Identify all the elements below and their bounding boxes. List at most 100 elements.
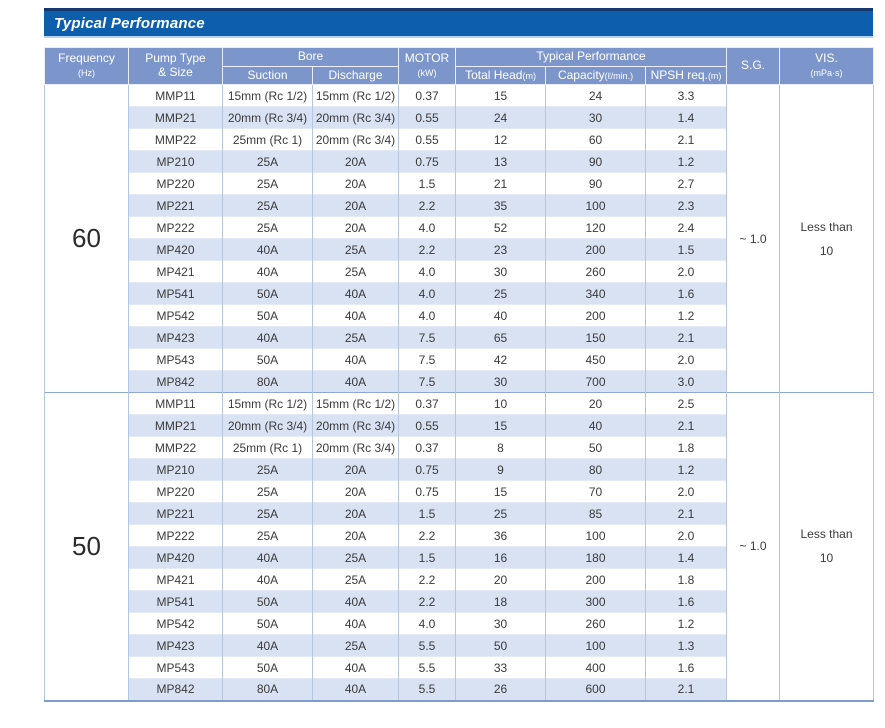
motor-kw: 0.55	[398, 414, 457, 437]
total-head-value: 10	[455, 392, 547, 415]
typical-performance-table: Frequency (Hz) Pump Type & Size Bore MOT…	[44, 47, 875, 702]
pump-model: MP423	[128, 326, 223, 349]
bore-discharge: 25A	[311, 238, 400, 261]
total-head-value: 15	[455, 84, 547, 107]
motor-kw: 0.37	[398, 436, 457, 459]
bore-suction: 25A	[222, 172, 313, 195]
page-title: Typical Performance	[54, 15, 205, 32]
capacity-value: 90	[545, 150, 647, 173]
frequency-60-section: 60 MMP11 15mm (Rc 1/2) 15mm (Rc 1/2) 0.37 15 2…	[44, 84, 875, 393]
motor-kw: 0.37	[398, 84, 457, 107]
capacity-label: Capacity	[557, 67, 605, 82]
table-row: MP220 25A 20A 1.5 21 90 2.7	[45, 172, 874, 195]
table-row: MP421 40A 25A 4.0 30 260 2.0	[45, 260, 874, 283]
vis-value: Less than 10	[779, 392, 875, 701]
bore-discharge: 20mm (Rc 3/4)	[311, 106, 400, 129]
total-head-value: 25	[455, 502, 547, 525]
table-row: 60 MMP11 15mm (Rc 1/2) 15mm (Rc 1/2) 0.37 15 2…	[44, 84, 875, 393]
motor-kw: 1.5	[398, 546, 457, 569]
bore-discharge: 20A	[311, 150, 400, 173]
motor-kw: 1.5	[398, 172, 457, 195]
col-header-sg: S.G.	[726, 47, 781, 85]
total-head-value: 16	[455, 546, 547, 569]
capacity-value: 120	[545, 216, 647, 239]
bore-suction: 40A	[222, 634, 313, 657]
motor-label: MOTOR	[404, 51, 450, 66]
capacity-value: 260	[545, 612, 647, 635]
motor-unit: (kW)	[417, 68, 437, 78]
bore-discharge: 25A	[311, 260, 400, 283]
col-header-motor: MOTOR (kW)	[398, 47, 457, 85]
bore-suction: 80A	[222, 678, 313, 701]
npsh-req-value: 1.5	[645, 238, 728, 261]
bore-suction: 40A	[222, 546, 313, 569]
npsh-req-value: 2.0	[645, 348, 728, 371]
bore-suction: 25A	[222, 502, 313, 525]
npsh-req-value: 2.5	[645, 392, 728, 415]
table-row: MP543 50A 40A 7.5 42 450 2.0	[45, 348, 874, 371]
total-head-value: 18	[455, 590, 547, 613]
capacity-value: 600	[545, 678, 647, 701]
pump-model: MP541	[128, 282, 223, 305]
npsh-req-value: 2.1	[645, 502, 728, 525]
bore-discharge: 40A	[311, 656, 400, 679]
bore-discharge: 20mm (Rc 3/4)	[311, 128, 400, 151]
bore-discharge: 40A	[311, 282, 400, 305]
pump-model: MP221	[128, 194, 223, 217]
pump-model: MMP21	[128, 106, 223, 129]
pump-model: MMP22	[128, 128, 223, 151]
bore-discharge: 20mm (Rc 3/4)	[311, 414, 400, 437]
pump-model: MMP11	[128, 392, 223, 415]
bore-suction: 50A	[222, 590, 313, 613]
bore-discharge: 25A	[311, 634, 400, 657]
table-row: MMP22 25mm (Rc 1) 20mm (Rc 3/4) 0.55 12 60 2.1	[45, 128, 874, 151]
capacity-value: 80	[545, 458, 647, 481]
bore-suction: 40A	[222, 568, 313, 591]
total-head-value: 13	[455, 150, 547, 173]
bore-suction: 50A	[222, 282, 313, 305]
npsh-req-value: 1.6	[645, 590, 728, 613]
npsh-req-value: 1.2	[645, 458, 728, 481]
motor-kw: 7.5	[398, 370, 457, 393]
motor-kw: 2.2	[398, 194, 457, 217]
capacity-value: 300	[545, 590, 647, 613]
pump-model: MP421	[128, 568, 223, 591]
col-header-bore: Bore	[221, 47, 400, 67]
table-row: MP542 50A 40A 4.0 40 200 1.2	[45, 304, 874, 327]
bore-suction: 25A	[222, 216, 313, 239]
bore-discharge: 25A	[311, 568, 400, 591]
npsh-req-value: 2.1	[645, 128, 728, 151]
bore-discharge: 25A	[311, 546, 400, 569]
capacity-value: 30	[545, 106, 647, 129]
bore-discharge: 20mm (Rc 3/4)	[311, 436, 400, 459]
bore-discharge: 40A	[311, 304, 400, 327]
npsh-req-value: 2.1	[645, 326, 728, 349]
capacity-value: 200	[545, 238, 647, 261]
motor-kw: 0.55	[398, 128, 457, 151]
npsh-req-value: 1.6	[645, 656, 728, 679]
table-row: MMP21 20mm (Rc 3/4) 20mm (Rc 3/4) 0.55 24 30 1…	[45, 106, 874, 129]
pump-model: MP541	[128, 590, 223, 613]
motor-kw: 2.2	[398, 524, 457, 547]
pump-model: MMP22	[128, 436, 223, 459]
pump-model: MP210	[128, 150, 223, 173]
table-row: MP221 25A 20A 2.2 35 100 2.3	[45, 194, 874, 217]
table-row: MP423 40A 25A 5.5 50 100 1.3	[45, 634, 874, 657]
pump-model: MP222	[128, 216, 223, 239]
pump-model: MP221	[128, 502, 223, 525]
capacity-value: 150	[545, 326, 647, 349]
bore-suction: 50A	[222, 656, 313, 679]
bore-discharge: 20A	[311, 480, 400, 503]
pump-model: MP220	[128, 480, 223, 503]
table-row: MMP22 25mm (Rc 1) 20mm (Rc 3/4) 0.37 8 50 1.8	[45, 436, 874, 459]
bore-suction: 25A	[222, 480, 313, 503]
sg-value: ~ 1.0	[726, 392, 781, 701]
pump-model: MP420	[128, 238, 223, 261]
table-row: MP541 50A 40A 2.2 18 300 1.6	[45, 590, 874, 613]
total-head-value: 25	[455, 282, 547, 305]
motor-kw: 2.2	[398, 590, 457, 613]
bore-discharge: 15mm (Rc 1/2)	[311, 84, 400, 107]
capacity-value: 60	[545, 128, 647, 151]
motor-kw: 5.5	[398, 678, 457, 701]
col-header-total-head: Total Head(m)	[455, 66, 547, 85]
